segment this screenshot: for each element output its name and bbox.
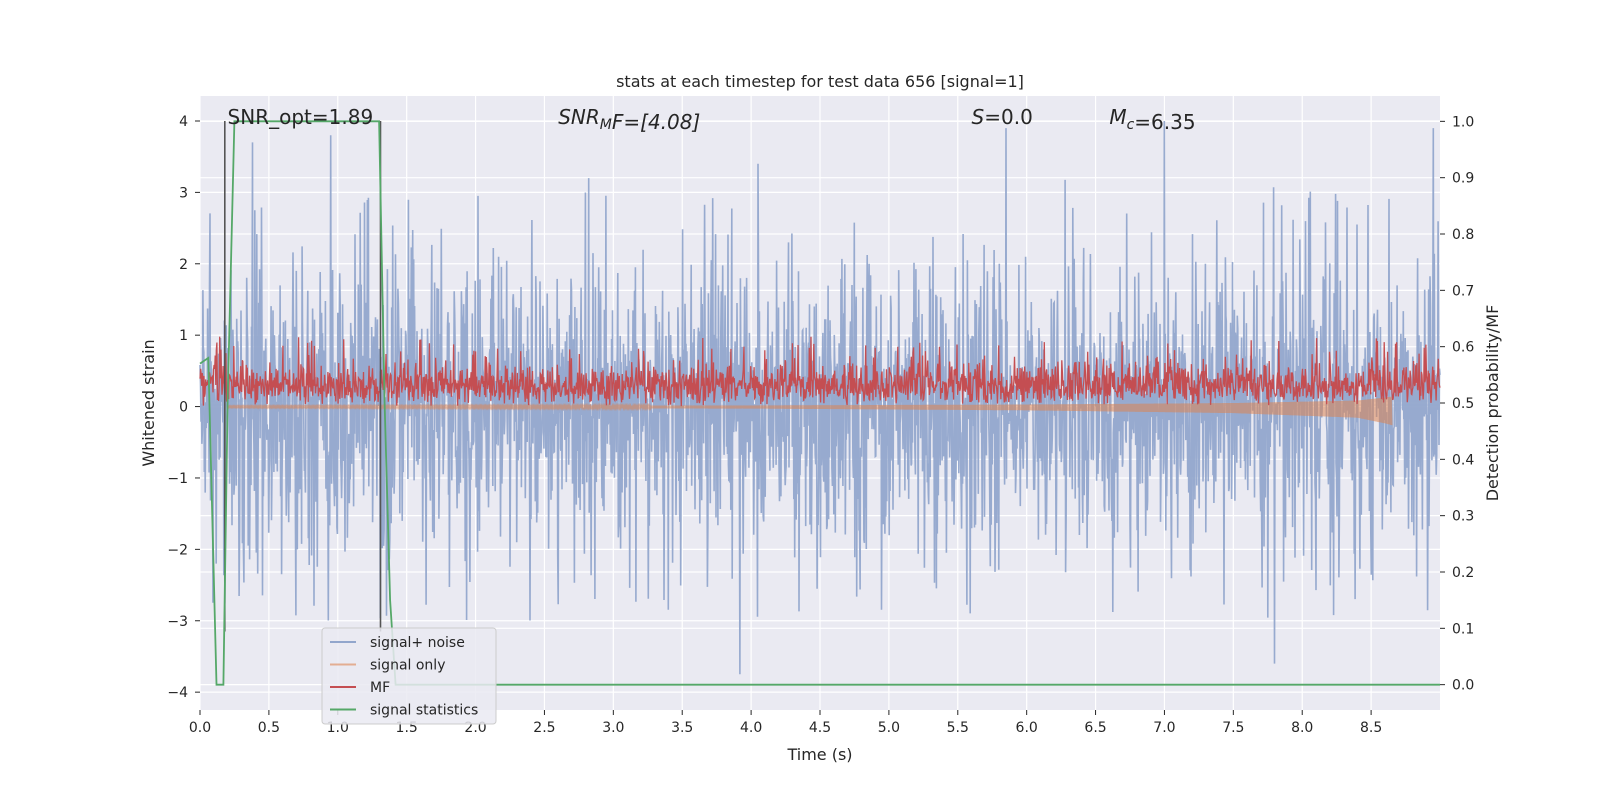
annotation-part: SNR_opt=1.89 [228,105,374,129]
annotation-part: S [972,105,985,129]
series-mf [199,336,1441,407]
x-tick-label: 5.5 [947,720,969,736]
y-right-tick-label: 0.9 [1452,171,1474,187]
y-right-tick-label: 1.0 [1452,114,1474,130]
y-right-tick-label: 0.5 [1452,396,1474,412]
y-axis-right-label: Detection probability/MF [1483,305,1502,502]
annotation-3: Mc=6.35 [1109,105,1195,134]
y-right-tick-label: 0.1 [1452,621,1474,637]
x-axis-label: Time (s) [786,745,852,764]
annotation-part: =6.35 [1134,110,1195,134]
y-tick-label: −3 [167,614,188,630]
y-right-tick-label: 0.3 [1452,509,1474,525]
y-tick-label: 4 [179,114,188,130]
y-right-tick-label: 0.6 [1452,340,1474,356]
x-tick-label: 4.5 [809,720,831,736]
x-tick-label: 0.5 [258,720,280,736]
annotation-part: M [600,117,612,133]
y-right-tick-label: 0.7 [1452,283,1474,299]
x-tick-label: 7.5 [1222,720,1244,736]
y-tick-label: 2 [179,257,188,273]
chart-title: stats at each timestep for test data 656… [616,72,1024,91]
annotation-part: F=[4.08] [612,110,700,134]
y-right-tick-label: 0.0 [1452,678,1474,694]
y-right-tick-label: 0.4 [1452,452,1474,468]
x-tick-label: 5.0 [878,720,900,736]
x-tick-label: 3.0 [602,720,624,736]
legend: signal+ noise signal only MF signal statist… [321,627,497,725]
y-tick-label: −1 [167,471,188,487]
y-tick-label: −4 [167,685,188,701]
y-axis-label: Whitened strain [139,339,158,466]
y-axis-right: 1.0 0.9 0.8 0.7 0.6 0.5 0.4 0.3 0.2 0.1 0.0 [1440,114,1474,694]
x-tick-label: 6.0 [1016,720,1038,736]
annotation-part: c [1127,117,1135,133]
x-tick-label: 0.0 [189,720,211,736]
annotation-part: =0.0 [984,105,1033,129]
x-tick-label: 4.0 [740,720,762,736]
annotations: SNR_opt=1.89 SNRMF=[4.08] S=0.0 Mc=6.35 [228,105,1196,134]
y-tick-label: 1 [179,328,188,344]
x-tick-label: 6.5 [1084,720,1106,736]
legend-label: signal statistics [370,703,478,719]
y-axis-left: 4 3 2 1 0 −1 −2 −3 −4 [167,114,200,701]
y-tick-label: 0 [179,400,188,416]
annotation-1: SNRMF=[4.08] [558,105,700,134]
annotation-2: S=0.0 [972,105,1033,129]
annotation-0: SNR_opt=1.89 [228,105,374,129]
x-tick-label: 7.0 [1153,720,1175,736]
x-tick-label: 8.5 [1360,720,1382,736]
legend-box [321,627,497,725]
series-signal-only [226,396,1393,426]
legend-label: signal+ noise [370,635,465,651]
y-right-tick-label: 0.2 [1452,565,1474,581]
annotation-part: M [1109,105,1126,129]
x-tick-label: 3.5 [671,720,693,736]
y-right-tick-label: 0.8 [1452,227,1474,243]
legend-label: MF [370,680,390,696]
y-tick-label: 3 [179,185,188,201]
x-axis: 0.0 0.5 1.0 1.5 2.0 2.5 3.0 3.5 4.0 4.5 5.0 5.5 6.0 6… [189,710,1382,736]
legend-label: signal only [370,658,445,674]
annotation-part: SNR [558,105,600,129]
y-tick-label: −2 [167,542,188,558]
x-tick-label: 8.0 [1291,720,1313,736]
x-tick-label: 2.5 [533,720,555,736]
